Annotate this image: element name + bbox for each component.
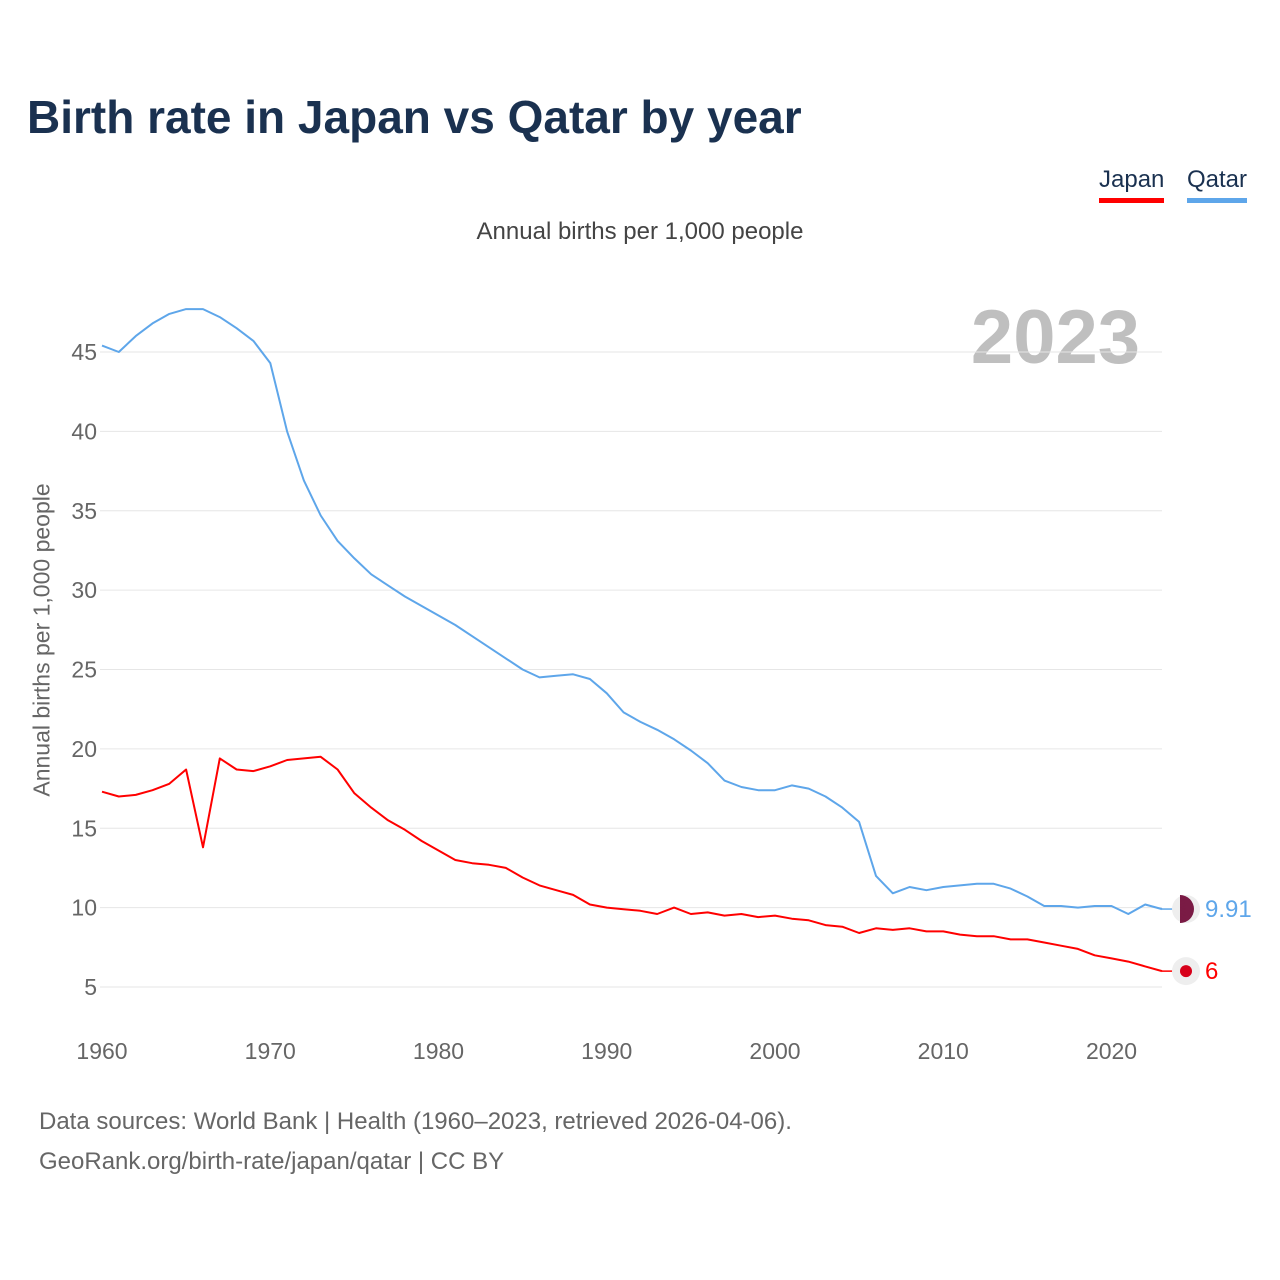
legend-item-qatar[interactable]: Qatar xyxy=(1187,166,1248,203)
qatar-flag-maroon xyxy=(1180,895,1195,924)
x-tick-label: 2020 xyxy=(1086,1038,1137,1064)
x-tick-label: 1980 xyxy=(413,1038,464,1064)
series-line-qatar xyxy=(101,308,1163,915)
x-tick-label: 2010 xyxy=(918,1038,969,1064)
legend-item-japan[interactable]: Japan xyxy=(1099,166,1165,203)
y-tick-label: 20 xyxy=(71,736,97,762)
qatar-flag-serration xyxy=(1180,895,1186,924)
y-tick-label: 5 xyxy=(84,974,97,1000)
chart-subtitle: Annual births per 1,000 people xyxy=(476,218,804,245)
y-tick-label: 10 xyxy=(71,895,97,921)
end-value-label-japan: 6 xyxy=(1205,958,1218,985)
x-tick-label: 2000 xyxy=(749,1038,800,1064)
x-tick-label: 1960 xyxy=(76,1038,127,1064)
y-tick-label: 45 xyxy=(71,339,97,365)
source-line-1: Data sources: World Bank | Health (1960–… xyxy=(39,1108,792,1135)
x-tick-label: 1990 xyxy=(581,1038,632,1064)
y-tick-label: 25 xyxy=(71,657,97,683)
y-tick-label: 30 xyxy=(71,577,97,603)
japan-flag-disc xyxy=(1180,965,1192,978)
y-tick-label: 40 xyxy=(71,418,97,444)
chart-title: Birth rate in Japan vs Qatar by year xyxy=(27,91,802,143)
x-tick-label: 1970 xyxy=(245,1038,296,1064)
end-value-label-qatar: 9.91 xyxy=(1205,896,1252,923)
y-tick-label: 15 xyxy=(71,815,97,841)
series-line-japan xyxy=(101,755,1163,973)
y-tick-label: 35 xyxy=(71,498,97,524)
source-line-2: GeoRank.org/birth-rate/japan/qatar | CC … xyxy=(39,1148,505,1175)
year-label: 2023 xyxy=(970,295,1140,380)
